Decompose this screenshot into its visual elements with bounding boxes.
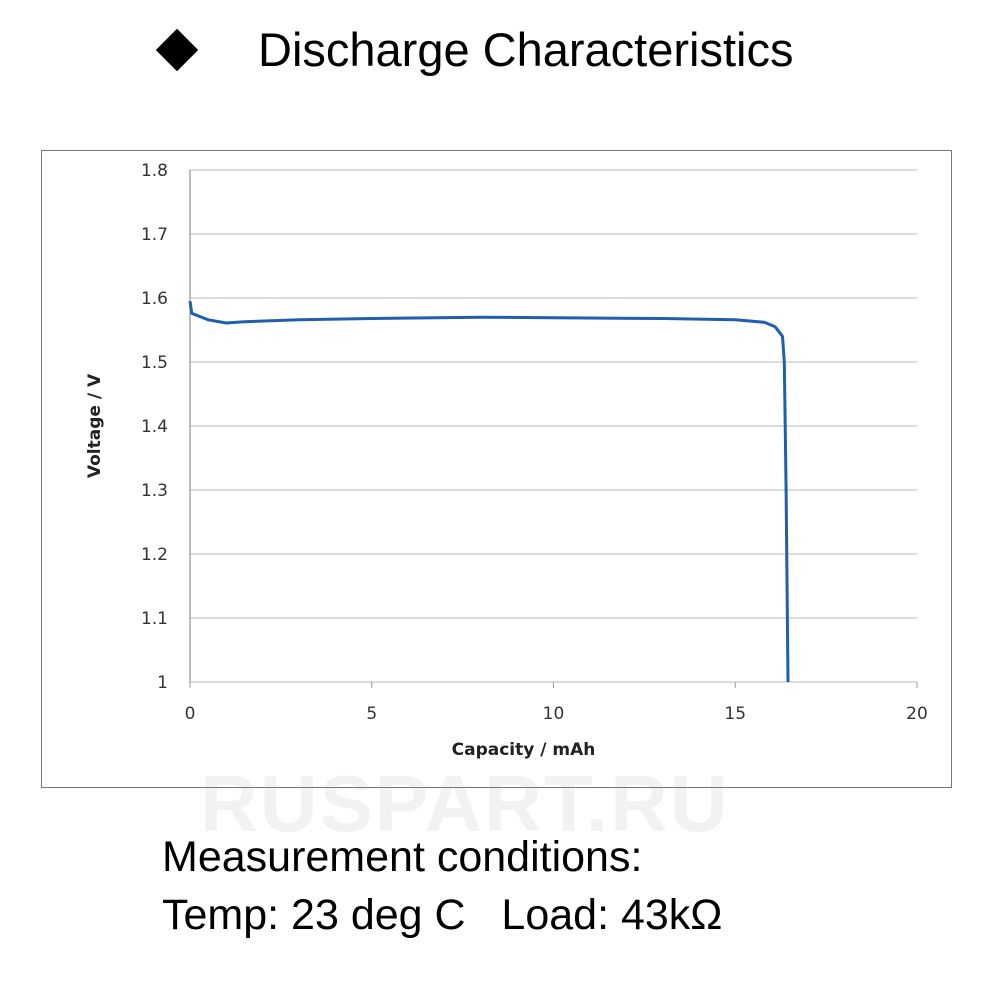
y-tick-label: 1.4	[141, 417, 168, 437]
conditions-heading: Measurement conditions:	[162, 833, 643, 881]
series-line-discharge	[188, 300, 790, 683]
measurement-conditions: Measurement conditions: Temp: 23 deg C L…	[162, 828, 722, 944]
conditions-temp: Temp: 23 deg C	[162, 891, 466, 939]
y-tick-label: 1.8	[141, 161, 168, 181]
discharge-chart: 1 1.1 1.2 1.3 1.4 1.5 1.6 1.7 1.8 0 5 10 15 20 Capacit…	[85, 161, 928, 760]
y-tick-label: 1.1	[141, 609, 168, 629]
y-axis-label: Voltage / V	[85, 373, 105, 478]
y-tick-label: 1.3	[141, 481, 168, 501]
y-tick-label: 1.6	[141, 289, 168, 309]
title-text: Discharge Characteristics	[258, 23, 794, 76]
chart-frame: 1 1.1 1.2 1.3 1.4 1.5 1.6 1.7 1.8 0 5 10 15 20 Capacit…	[41, 150, 952, 788]
watermark: RUSPART.RU	[200, 759, 730, 848]
x-tick-label: 15	[724, 704, 746, 724]
y-tick-label: 1.5	[141, 353, 168, 373]
x-axis-label: Capacity / mAh	[452, 740, 596, 760]
y-tick-label: 1.2	[141, 545, 168, 565]
x-tick-label: 10	[543, 704, 565, 724]
x-tick-label: 20	[906, 704, 928, 724]
x-tick-label: 5	[366, 704, 377, 724]
y-tick-label: 1	[157, 673, 168, 693]
page-title: Discharge Characteristics	[150, 22, 793, 77]
y-tick-label: 1.7	[141, 225, 168, 245]
conditions-load: Load: 43kΩ	[501, 891, 723, 939]
diamond-bullet-icon	[155, 28, 199, 71]
x-tick-label: 0	[185, 704, 196, 724]
